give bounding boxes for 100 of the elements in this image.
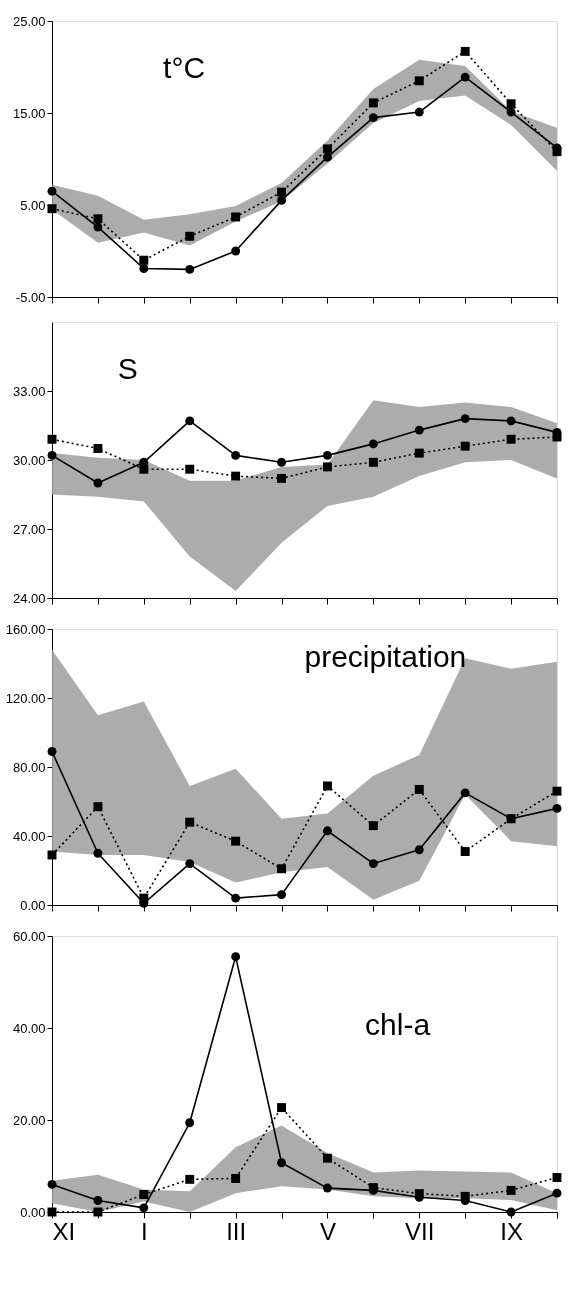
point: [552, 1173, 562, 1182]
point: [506, 1185, 516, 1195]
y-tick-label: 60.00: [12, 928, 46, 944]
point: [231, 471, 241, 481]
point: [414, 448, 424, 458]
y-tick-label: -5.00: [15, 289, 46, 305]
point: [185, 817, 195, 827]
text: chl-a: [365, 1007, 431, 1041]
point: [414, 425, 424, 435]
point: [47, 204, 57, 214]
point: [277, 195, 287, 205]
point: [322, 152, 332, 162]
point: [552, 803, 562, 813]
point: [277, 864, 287, 874]
point: [414, 107, 424, 117]
point: [47, 1179, 57, 1189]
y-tick-label: 0.00: [20, 897, 46, 913]
point: [185, 231, 195, 241]
point: [460, 46, 470, 56]
point: [277, 457, 287, 467]
y-tick-label: 25.00: [12, 13, 46, 29]
point: [185, 859, 195, 869]
point: [185, 464, 195, 474]
x-tick-label: III: [226, 1217, 247, 1245]
point: [368, 457, 378, 467]
point: [185, 264, 195, 274]
point: [506, 107, 516, 117]
point: [185, 416, 195, 426]
point: [277, 1103, 287, 1113]
point: [368, 859, 378, 869]
point: [231, 212, 241, 222]
point: [322, 1183, 332, 1193]
point: [93, 478, 103, 488]
point: [552, 147, 562, 157]
point: [322, 144, 332, 154]
point: [322, 1153, 332, 1163]
y-tick-label: 160.00: [5, 621, 46, 637]
point: [47, 186, 57, 196]
point: [460, 72, 470, 82]
point: [231, 952, 241, 962]
point: [552, 786, 562, 796]
x-tick-label: VII: [405, 1217, 435, 1245]
point: [93, 1207, 103, 1217]
y-tick-label: 15.00: [12, 105, 46, 121]
point: [322, 826, 332, 836]
point: [277, 890, 287, 900]
y-tick-label: 120.00: [5, 690, 46, 706]
x-tick-label: V: [319, 1217, 336, 1245]
point: [93, 1196, 103, 1205]
point: [139, 255, 149, 265]
x-tick-label: XI: [52, 1217, 76, 1245]
y-tick-label: 80.00: [12, 759, 46, 775]
y-tick-label: 24.00: [12, 590, 46, 606]
x-tick-label: IX: [500, 1217, 523, 1245]
point: [139, 1190, 149, 1199]
point: [93, 444, 103, 453]
point: [93, 214, 103, 224]
point: [277, 187, 287, 197]
point: [414, 845, 424, 855]
point: [93, 802, 103, 812]
point: [93, 848, 103, 858]
point: [185, 1174, 195, 1184]
point: [47, 747, 57, 756]
point: [368, 821, 378, 831]
chart-title: precipitation: [304, 639, 467, 673]
point: [185, 1118, 195, 1128]
point: [460, 414, 470, 424]
point: [506, 99, 516, 109]
point: [322, 450, 332, 460]
y-tick-label: 5.00: [20, 197, 46, 213]
point: [139, 264, 149, 273]
point: [460, 847, 470, 856]
point: [231, 450, 241, 460]
point: [47, 434, 57, 444]
point: [231, 893, 241, 903]
point: [414, 76, 424, 86]
y-tick-label: 33.00: [12, 383, 46, 399]
y-tick-label: 30.00: [12, 452, 46, 468]
y-tick-label: 40.00: [12, 1020, 46, 1036]
text: t°C: [163, 51, 206, 85]
point: [139, 464, 149, 474]
point: [506, 434, 516, 444]
point: [506, 416, 516, 426]
point: [277, 1158, 287, 1168]
point: [322, 462, 332, 472]
point: [277, 473, 287, 483]
point: [368, 113, 378, 123]
point: [414, 784, 424, 794]
point: [231, 1173, 241, 1183]
x-tick-label: I: [140, 1217, 148, 1245]
point: [322, 781, 332, 791]
point: [368, 98, 378, 108]
point: [47, 450, 57, 460]
y-tick-label: 20.00: [12, 1112, 46, 1128]
point: [139, 893, 149, 903]
point: [460, 788, 470, 798]
point: [231, 836, 241, 846]
y-tick-label: 27.00: [12, 521, 46, 537]
point: [139, 1203, 149, 1213]
text: S: [117, 352, 138, 386]
